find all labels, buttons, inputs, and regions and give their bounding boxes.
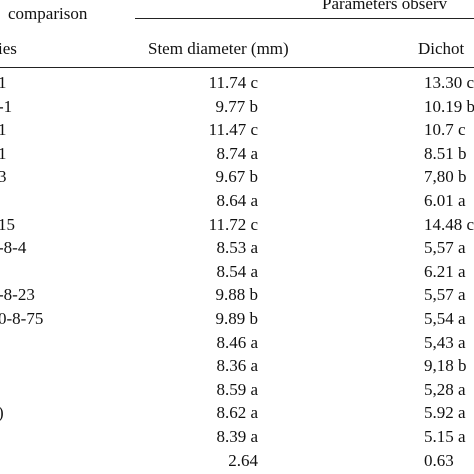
stem-diameter-cell: 9.88 b [215,285,259,305]
header-varieties: ies [0,39,17,58]
header-bottom-rule [0,67,474,68]
stem-diameter-cell: 8.46 a [216,332,258,352]
stem-diameter-cell: 9.77 b [215,96,259,116]
variety-cell: 0-8-75 [0,309,44,328]
variety-cell: -8-23 [0,285,35,305]
group-rule [135,18,474,19]
stem-diameter-cell: 8.53 a [216,238,258,258]
stem-diameter-cell: 8.64 a [216,191,258,210]
stem-diameter-cell: 8.39 a [216,427,258,446]
stem-diameter-cell: 8.74 a [216,143,258,163]
dichotomous-cell: 9,18 b [424,356,467,376]
stem-diameter-cell: 11.74 c [208,73,258,92]
dichotomous-cell: 5.15 a [424,427,466,446]
dichotomous-cell: 13.30 c [424,73,474,92]
stem-diameter-cell: 2.64 [228,450,258,470]
dichotomous-cell: 5,28 a [424,379,466,399]
variety-cell: ) [0,403,4,423]
dichotomous-cell: 10.7 c [424,120,466,140]
variety-cell: -8-4 [0,238,27,258]
header-stem-diameter: Stem diameter (mm) [148,39,289,58]
stem-diameter-cell: 8.36 a [216,356,258,376]
variety-cell: 1 [0,143,7,163]
stem-diameter-cell: 11.47 c [208,120,258,140]
header-group-parameters: Parameters observ [322,0,448,13]
stem-diameter-cell: 9.67 b [215,167,259,187]
dichotomous-cell: 6.01 a [424,191,466,210]
dichotomous-cell: 5,54 a [424,309,466,328]
dichotomous-cell: 10.19 b [424,96,474,116]
dichotomous-cell: 7,80 b [424,167,467,187]
stem-diameter-cell: 8.62 a [216,403,258,423]
dichotomous-cell: 6.21 a [424,261,466,281]
dichotomous-cell: 0.63 [424,450,454,470]
stem-diameter-cell: 8.59 a [216,379,258,399]
dichotomous-cell: 5,43 a [424,332,466,352]
variety-cell: 1 [0,73,7,92]
stem-diameter-cell: 11.72 c [208,214,258,234]
stem-diameter-cell: 8.54 a [216,261,258,281]
dichotomous-cell: 14.48 c [424,214,474,234]
variety-cell: 3 [0,167,7,187]
dichotomous-cell: 5,57 a [424,285,466,305]
variety-cell: -1 [0,96,13,116]
variety-cell: 1 [0,120,7,140]
dichotomous-cell: 8.51 b [424,143,467,163]
header-comparison: comparison [8,4,88,23]
dichotomous-cell: 5.92 a [424,403,466,423]
header-dichotomous: Dichot [418,39,465,58]
variety-cell: 15 [0,214,15,234]
dichotomous-cell: 5,57 a [424,238,466,258]
stem-diameter-cell: 9.89 b [215,309,259,328]
